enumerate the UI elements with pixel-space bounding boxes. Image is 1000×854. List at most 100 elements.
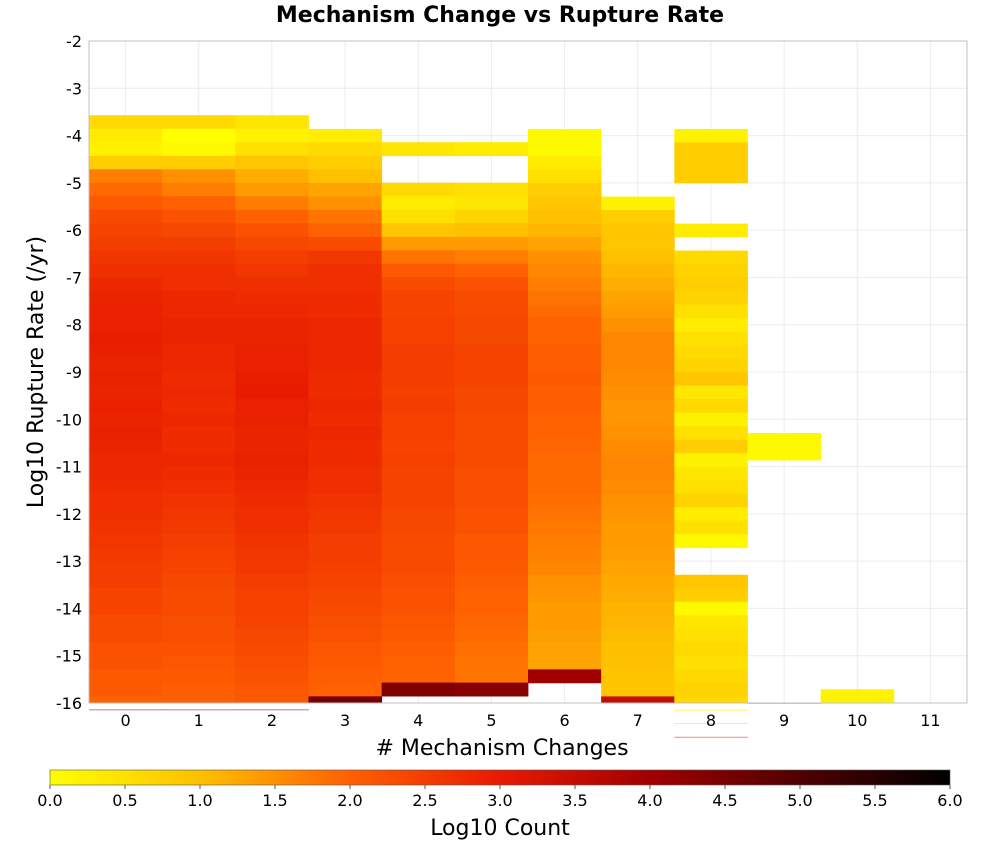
heatmap-cell bbox=[235, 169, 309, 184]
heatmap-cell bbox=[528, 547, 602, 562]
heatmap-cell bbox=[454, 615, 529, 629]
heatmap-cell bbox=[601, 466, 675, 481]
colorbar-tick-label: 0.5 bbox=[112, 791, 137, 810]
y-tick-label: -14 bbox=[56, 599, 82, 618]
heatmap-cell bbox=[601, 574, 675, 589]
heatmap-cell bbox=[528, 426, 602, 441]
x-tick-label: 6 bbox=[559, 711, 569, 730]
heatmap-cell bbox=[235, 479, 309, 494]
heatmap-cell bbox=[601, 439, 675, 454]
heatmap-cell bbox=[308, 480, 383, 495]
heatmap-cell bbox=[454, 601, 529, 616]
heatmap-cell bbox=[528, 601, 602, 616]
heatmap-cell bbox=[601, 561, 675, 576]
colorbar bbox=[49, 769, 951, 786]
heatmap-cell bbox=[674, 642, 748, 657]
heatmap-cell bbox=[235, 520, 309, 535]
heatmap-cell bbox=[601, 507, 675, 522]
heatmap-cell bbox=[162, 142, 236, 157]
heatmap-cell bbox=[89, 412, 163, 427]
colorbar-tick-label: 6.0 bbox=[937, 791, 962, 810]
heatmap-cell bbox=[308, 642, 383, 657]
heatmap-cell bbox=[674, 507, 748, 522]
heatmap-cell bbox=[528, 588, 602, 603]
heatmap-cell bbox=[235, 642, 309, 657]
heatmap-cell bbox=[381, 439, 456, 454]
heatmap-cell bbox=[601, 399, 675, 414]
heatmap-cell bbox=[162, 615, 236, 630]
heatmap-cell bbox=[89, 425, 163, 440]
heatmap-cell bbox=[162, 412, 236, 427]
heatmap-cell bbox=[162, 534, 236, 548]
heatmap-cell bbox=[235, 507, 309, 521]
heatmap-cell bbox=[381, 615, 456, 629]
heatmap-cell bbox=[162, 344, 236, 359]
heatmap-cell bbox=[674, 277, 748, 292]
heatmap-cell bbox=[528, 574, 602, 589]
heatmap-cell bbox=[162, 128, 236, 143]
heatmap-cell bbox=[381, 142, 456, 157]
heatmap-cell bbox=[89, 169, 163, 184]
heatmap-cell bbox=[454, 196, 529, 211]
y-tick-label: -3 bbox=[66, 79, 82, 98]
heatmap-cell bbox=[528, 223, 602, 238]
heatmap-cell bbox=[381, 425, 456, 440]
heatmap-cell bbox=[162, 223, 236, 238]
heatmap-cell bbox=[601, 534, 675, 549]
heatmap-cell bbox=[528, 250, 602, 265]
heatmap-cell bbox=[235, 615, 309, 630]
heatmap-cell bbox=[308, 304, 383, 319]
heatmap-cell bbox=[89, 709, 163, 711]
heatmap-cell bbox=[89, 358, 163, 373]
heatmap-cell bbox=[454, 655, 529, 670]
heatmap-cell bbox=[162, 196, 236, 211]
heatmap-cell bbox=[89, 209, 163, 224]
y-axis-label: Log10 Rupture Rate (/yr) bbox=[24, 236, 49, 508]
heatmap-cell bbox=[454, 142, 529, 157]
heatmap-cell bbox=[674, 155, 748, 170]
heatmap-cell bbox=[235, 236, 309, 251]
heatmap-cell bbox=[162, 574, 236, 589]
heatmap-cell bbox=[454, 588, 529, 602]
heatmap-cell bbox=[162, 669, 236, 684]
heatmap-cell bbox=[528, 493, 602, 508]
y-tick-label: -6 bbox=[66, 221, 82, 240]
heatmap-cell bbox=[89, 628, 163, 643]
heatmap-cell bbox=[308, 277, 383, 292]
heatmap-cell bbox=[89, 561, 163, 575]
heatmap-cell bbox=[162, 479, 236, 494]
colorbar-label: Log10 Count bbox=[430, 816, 570, 841]
y-tick-label: -7 bbox=[66, 268, 82, 287]
heatmap-cell bbox=[674, 723, 748, 724]
heatmap-cell bbox=[601, 345, 675, 360]
y-tick-label: -2 bbox=[66, 32, 82, 51]
heatmap-cell bbox=[162, 601, 236, 616]
heatmap-cell bbox=[381, 263, 456, 278]
heatmap-cell bbox=[308, 682, 383, 697]
heatmap-cell bbox=[601, 669, 675, 684]
heatmap-cell bbox=[674, 466, 748, 481]
colorbar-tick-label: 2.5 bbox=[412, 791, 437, 810]
heatmap-cell bbox=[454, 263, 529, 278]
heatmap-cell bbox=[162, 507, 236, 521]
heatmap-cell bbox=[454, 669, 529, 683]
heatmap-cell bbox=[235, 561, 309, 575]
heatmap-cell bbox=[89, 493, 163, 508]
heatmap-cell bbox=[454, 520, 529, 535]
heatmap-cell bbox=[820, 689, 895, 704]
heatmap-cell bbox=[235, 655, 309, 670]
heatmap-cell bbox=[528, 412, 602, 427]
heatmap-cell bbox=[454, 398, 529, 413]
heatmap-cell bbox=[528, 453, 602, 468]
heatmap-cell bbox=[601, 277, 675, 292]
heatmap-cell bbox=[381, 655, 456, 670]
heatmap-cell bbox=[235, 358, 309, 373]
heatmap-cell bbox=[381, 371, 456, 386]
heatmap-cell bbox=[235, 182, 309, 197]
heatmap-cell bbox=[454, 425, 529, 440]
heatmap-cell bbox=[235, 669, 309, 684]
y-tick-label: -9 bbox=[66, 363, 82, 382]
colorbar-tick-label: 1.0 bbox=[187, 791, 212, 810]
heatmap-cell bbox=[162, 493, 236, 508]
heatmap-cell bbox=[308, 128, 383, 143]
